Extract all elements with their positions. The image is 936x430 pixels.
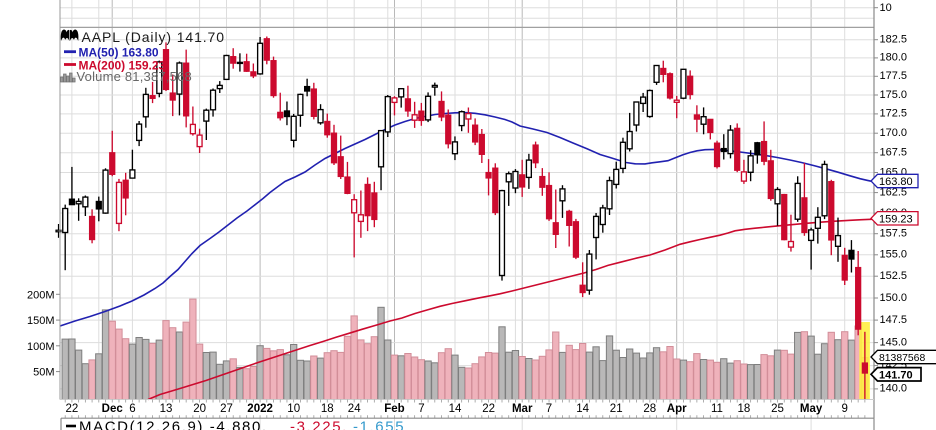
svg-text:182.5: 182.5 [880, 34, 908, 46]
svg-text:167.5: 167.5 [880, 147, 908, 159]
svg-text:7: 7 [546, 403, 552, 415]
svg-text:14: 14 [576, 403, 589, 415]
svg-text:May: May [800, 403, 823, 415]
svg-text:152.5: 152.5 [880, 270, 908, 282]
svg-text:163.80: 163.80 [879, 176, 913, 188]
svg-text:159.23: 159.23 [879, 213, 913, 225]
svg-text:21: 21 [610, 403, 623, 415]
svg-text:Dec: Dec [102, 403, 124, 415]
svg-text:180.0: 180.0 [880, 52, 908, 64]
svg-text:170.0: 170.0 [880, 127, 908, 139]
svg-text:28: 28 [643, 403, 656, 415]
svg-text:Volume 81,387,568: Volume 81,387,568 [77, 69, 192, 84]
svg-text:13: 13 [160, 403, 173, 415]
svg-text:18: 18 [738, 403, 751, 415]
svg-text:22: 22 [482, 403, 495, 415]
svg-text:AAPL (Daily) 141.70: AAPL (Daily) 141.70 [82, 29, 225, 45]
svg-text:140.0: 140.0 [880, 383, 908, 395]
svg-text:162.5: 162.5 [880, 186, 908, 198]
svg-text:11: 11 [711, 403, 723, 415]
svg-text:25: 25 [771, 403, 784, 415]
svg-text:81387568: 81387568 [879, 353, 925, 364]
svg-text:MACD(12,26,9) -4.880,: MACD(12,26,9) -4.880, [79, 419, 268, 430]
svg-text:175.0: 175.0 [880, 89, 908, 101]
svg-text:200M: 200M [27, 289, 55, 301]
svg-text:172.5: 172.5 [880, 108, 908, 120]
svg-text:150.0: 150.0 [880, 292, 908, 304]
svg-text:10: 10 [287, 403, 300, 415]
svg-text:22: 22 [66, 403, 79, 415]
svg-text:50M: 50M [33, 367, 54, 379]
svg-text:-1.655: -1.655 [353, 419, 405, 430]
svg-text:7: 7 [418, 403, 424, 415]
svg-text:177.5: 177.5 [880, 70, 908, 82]
svg-text:147.5: 147.5 [880, 314, 908, 326]
svg-text:18: 18 [321, 403, 334, 415]
svg-text:20: 20 [193, 403, 206, 415]
svg-text:14: 14 [449, 403, 462, 415]
svg-text:Feb: Feb [384, 403, 404, 415]
svg-text:Apr: Apr [667, 403, 687, 415]
svg-text:145.0: 145.0 [880, 336, 908, 348]
svg-text:155.0: 155.0 [880, 249, 908, 261]
svg-text:157.5: 157.5 [880, 228, 908, 240]
svg-text:MA(200) 159.23: MA(200) 159.23 [79, 58, 166, 72]
svg-text:-3.225,: -3.225, [290, 419, 348, 430]
svg-text:27: 27 [220, 403, 233, 415]
svg-text:MA(50) 163.80: MA(50) 163.80 [79, 46, 159, 60]
svg-text:150M: 150M [27, 315, 55, 327]
svg-text:9: 9 [841, 403, 847, 415]
svg-text:2022: 2022 [247, 403, 273, 415]
svg-text:100M: 100M [27, 341, 55, 353]
svg-text:141.70: 141.70 [879, 369, 913, 381]
svg-text:Mar: Mar [512, 403, 533, 415]
svg-text:10: 10 [880, 2, 892, 14]
svg-text:24: 24 [348, 403, 361, 415]
svg-text:6: 6 [129, 403, 135, 415]
